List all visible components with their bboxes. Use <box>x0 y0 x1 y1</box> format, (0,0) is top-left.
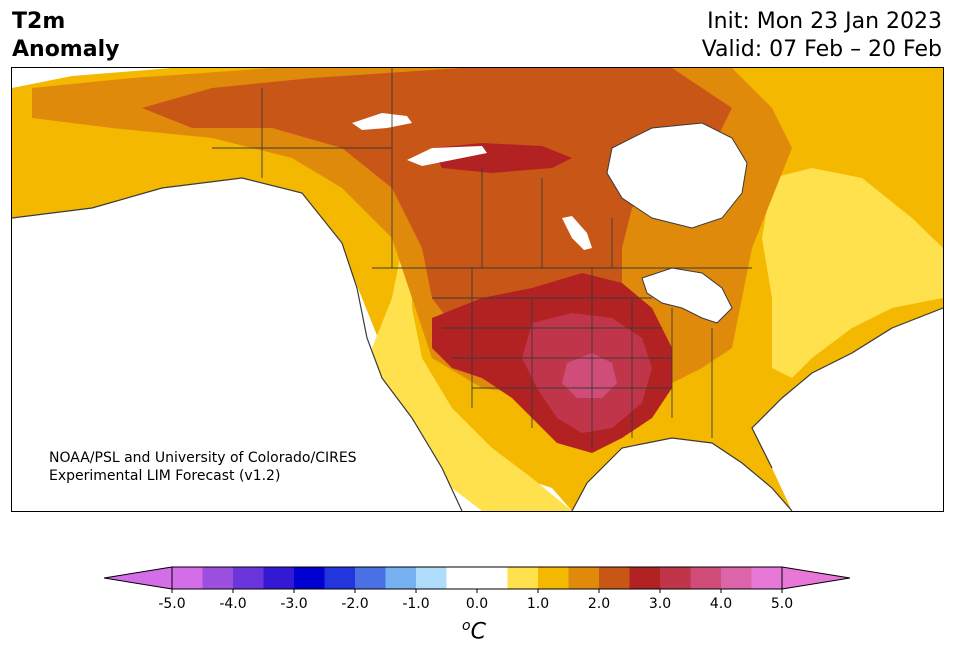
gulf-of-mexico <box>572 438 792 511</box>
colorbar-segment <box>538 567 569 589</box>
colorbar-tick-label: 1.0 <box>527 596 549 612</box>
colorbar-segment <box>324 567 356 589</box>
anomaly-band-05-east <box>762 168 943 378</box>
anomaly-map <box>11 67 944 512</box>
colorbar-segment <box>202 567 234 589</box>
political-borders <box>212 68 752 448</box>
pacific-ocean <box>12 178 462 511</box>
colorbar-segment <box>355 567 386 589</box>
colorbar-tick-label: -2.0 <box>341 596 368 612</box>
title-line1: T2m <box>12 9 66 34</box>
colorbar-tick-label: 5.0 <box>771 596 793 612</box>
colorbar-segment <box>446 567 478 589</box>
valid-range: Valid: 07 Feb – 20 Feb <box>701 37 942 62</box>
colorbar-segment <box>568 567 600 589</box>
colorbar-tick-label: 0.0 <box>466 596 488 612</box>
colorbar-segment <box>416 567 447 589</box>
anomaly-band-35 <box>562 353 617 398</box>
map-title: T2m Anomaly <box>12 8 119 64</box>
colorbar-tick-label: 3.0 <box>649 596 671 612</box>
colorbar-tick-label: -1.0 <box>402 596 429 612</box>
atlantic-ocean <box>752 308 943 511</box>
anomaly-band-05 <box>342 178 572 511</box>
credit-line1: NOAA/PSL and University of Colorado/CIRE… <box>49 450 357 466</box>
colorbar-extend-low <box>103 566 173 590</box>
forecast-dates: Init: Mon 23 Jan 2023 Valid: 07 Feb – 20… <box>702 8 942 64</box>
colorbar-tick-label: 2.0 <box>588 596 610 612</box>
colorbar-unit: oC <box>462 618 486 644</box>
title-line2: Anomaly <box>12 37 120 62</box>
colorbar-segment <box>233 567 264 589</box>
colorbar-segment <box>477 567 508 589</box>
colorbar-extend-high <box>781 566 851 590</box>
colorbar-segment <box>629 567 661 589</box>
map-svg <box>12 68 943 511</box>
colorbar-segment <box>751 567 783 589</box>
unit-super: o <box>462 618 471 634</box>
unit-base: C <box>470 619 486 645</box>
colorbar-segment <box>660 567 691 589</box>
credit-line2: Experimental LIM Forecast (v1.2) <box>49 468 281 484</box>
colorbar-tick-label: 4.0 <box>710 596 732 612</box>
init-date: Init: Mon 23 Jan 2023 <box>707 9 942 34</box>
colorbar-tick-label: -3.0 <box>280 596 307 612</box>
colorbar-segment <box>507 567 539 589</box>
credit-text: NOAA/PSL and University of Colorado/CIRE… <box>49 449 357 485</box>
colorbar-segment <box>599 567 630 589</box>
coastline <box>12 177 943 511</box>
colorbar-segment <box>385 567 417 589</box>
colorbar-svg: -5.0 -4.0 -3.0 -2.0 -1.0 0.0 1.0 2.0 3.0 4.0 5.0 <box>103 566 851 612</box>
colorbar-segment <box>721 567 752 589</box>
great-bear-lake <box>352 113 412 130</box>
colorbar-segment <box>172 567 203 589</box>
colorbar: -5.0 -4.0 -3.0 -2.0 -1.0 0.0 1.0 2.0 3.0 4.0 5.0 <box>103 565 851 645</box>
colorbar-segment <box>294 567 325 589</box>
lake-winnipeg <box>562 216 592 250</box>
colorbar-segment <box>690 567 722 589</box>
colorbar-tick-label: -5.0 <box>158 596 185 612</box>
colorbar-tick-label: -4.0 <box>219 596 246 612</box>
colorbar-segment <box>263 567 295 589</box>
great-slave-lake <box>407 146 487 166</box>
great-lakes <box>641 267 733 324</box>
hudson-bay <box>606 122 748 229</box>
